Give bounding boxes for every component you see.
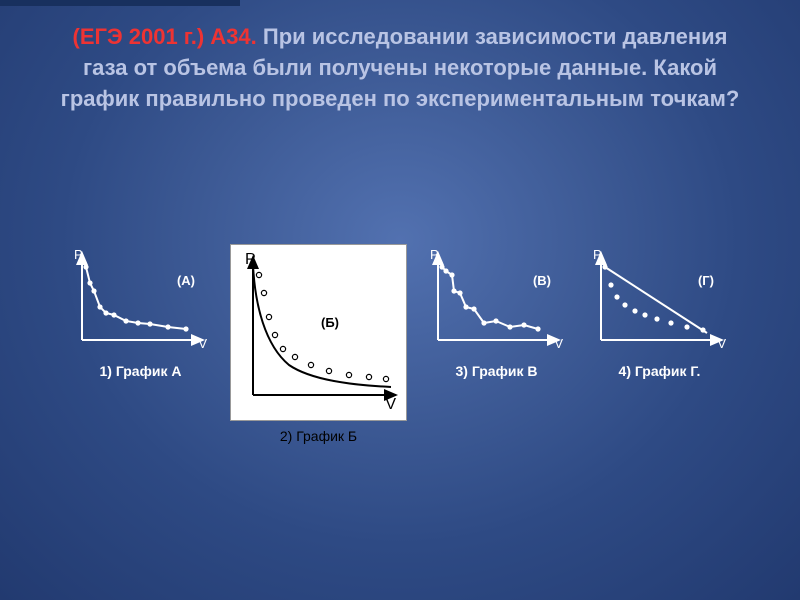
caption-b: 2) График Б xyxy=(231,428,406,444)
caption-v: 3) График В xyxy=(456,363,538,379)
graph-b: P V (Б) 2) График Б xyxy=(231,245,406,420)
question-title: (ЕГЭ 2001 г.) А34. При исследовании зави… xyxy=(0,0,800,114)
slide-border-accent xyxy=(0,0,240,6)
points-a xyxy=(83,264,188,331)
panel-v: P V (В) 3) График В xyxy=(424,245,569,379)
graph-v-legend: (В) xyxy=(533,273,551,288)
graph-a: P V (А) xyxy=(68,245,213,355)
graph-g-legend: (Г) xyxy=(698,273,714,288)
graph-g-svg xyxy=(587,245,732,355)
caption-g: 4) График Г. xyxy=(619,363,701,379)
graph-g: P V (Г) xyxy=(587,245,732,355)
graph-a-svg xyxy=(68,245,213,355)
axis-v-label: V xyxy=(198,336,207,351)
graph-v: P V (В) xyxy=(424,245,569,355)
curve-v xyxy=(442,267,538,329)
panel-a: P V (А) 1) График А xyxy=(68,245,213,379)
axis-v-label: V xyxy=(554,336,563,351)
graphs-row: P V (А) 1) График А P V (Б) xyxy=(0,245,800,446)
axis-p-label: P xyxy=(245,251,256,269)
graph-b-svg xyxy=(231,245,406,420)
axis-p-label: P xyxy=(74,247,83,262)
panel-b: P V (Б) 2) График Б xyxy=(231,245,406,446)
axis-p-label: P xyxy=(593,247,602,262)
axis-v-label: V xyxy=(385,396,396,414)
axis-p-label: P xyxy=(430,247,439,262)
graph-v-svg xyxy=(424,245,569,355)
caption-a: 1) График А xyxy=(100,363,182,379)
graph-a-legend: (А) xyxy=(177,273,195,288)
panel-g: P V (Г) 4) График Г. xyxy=(587,245,732,379)
title-prefix: (ЕГЭ 2001 г.) А34. xyxy=(73,24,257,49)
curve-a xyxy=(86,267,186,329)
graph-b-legend: (Б) xyxy=(321,315,339,330)
curve-g xyxy=(605,267,707,333)
axis-v-label: V xyxy=(717,336,726,351)
